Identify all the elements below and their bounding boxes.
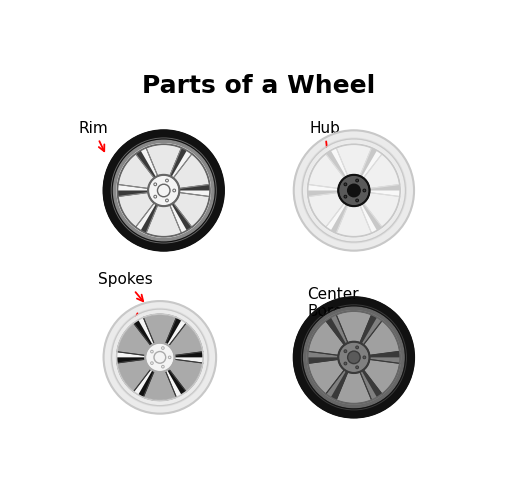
Wedge shape [138,369,157,399]
Wedge shape [308,154,345,188]
Wedge shape [336,204,372,237]
Circle shape [363,356,366,359]
Wedge shape [171,201,196,230]
Wedge shape [140,203,160,235]
Circle shape [338,175,370,206]
Wedge shape [177,178,210,191]
Circle shape [145,343,175,372]
Wedge shape [358,146,377,178]
Circle shape [344,183,347,186]
Wedge shape [163,316,181,346]
Wedge shape [363,154,400,188]
Circle shape [347,351,360,363]
Circle shape [294,131,414,250]
Circle shape [344,362,347,365]
Wedge shape [331,369,350,402]
Circle shape [356,199,359,202]
Circle shape [168,356,171,359]
Wedge shape [118,191,150,203]
Circle shape [162,347,164,349]
Circle shape [307,144,400,237]
Wedge shape [308,191,340,203]
Circle shape [356,346,359,349]
Circle shape [113,310,207,404]
Wedge shape [168,323,203,355]
Wedge shape [308,321,345,355]
Circle shape [148,175,179,206]
Circle shape [344,350,347,353]
Circle shape [307,310,400,404]
Circle shape [114,140,214,241]
Text: Parts of a Wheel: Parts of a Wheel [142,74,375,98]
Wedge shape [173,193,210,227]
Text: Center
Bore: Center Bore [308,287,359,345]
Circle shape [356,179,359,182]
Circle shape [162,365,164,368]
Text: Hub: Hub [309,121,340,176]
Circle shape [104,301,216,414]
Wedge shape [361,367,387,398]
Wedge shape [363,359,400,394]
Circle shape [166,199,168,202]
Wedge shape [308,193,345,227]
Wedge shape [167,146,187,178]
Circle shape [117,144,211,237]
Circle shape [104,131,224,250]
Wedge shape [321,150,347,180]
Circle shape [150,350,153,353]
Wedge shape [131,150,157,180]
Wedge shape [146,144,181,177]
Circle shape [150,362,153,364]
Circle shape [338,342,370,373]
Circle shape [112,138,216,243]
Circle shape [154,195,157,198]
Text: Rim: Rim [78,121,108,151]
Wedge shape [361,201,387,230]
Wedge shape [336,311,372,344]
Circle shape [363,189,366,192]
Wedge shape [143,314,176,345]
Wedge shape [321,318,347,347]
Wedge shape [173,346,203,357]
Circle shape [344,195,347,198]
Circle shape [154,351,166,363]
Wedge shape [308,359,345,394]
Wedge shape [117,357,147,368]
Wedge shape [117,359,152,392]
Wedge shape [368,345,400,357]
Wedge shape [173,154,210,188]
Wedge shape [368,178,400,191]
Circle shape [301,138,406,243]
Wedge shape [143,370,176,401]
Wedge shape [117,323,152,355]
Wedge shape [331,203,350,235]
Circle shape [116,313,204,401]
Wedge shape [146,204,181,237]
Circle shape [166,179,168,182]
Text: Spokes: Spokes [98,272,153,301]
Circle shape [356,366,359,369]
Wedge shape [167,367,190,395]
Circle shape [111,308,209,406]
Circle shape [154,183,157,186]
Circle shape [294,297,414,417]
Circle shape [304,140,404,241]
Wedge shape [358,312,377,345]
Circle shape [347,184,360,197]
Circle shape [301,305,406,410]
Circle shape [173,189,176,192]
Wedge shape [363,193,400,227]
Wedge shape [118,154,155,188]
Wedge shape [118,193,155,227]
Circle shape [158,184,170,197]
Wedge shape [308,357,340,369]
Wedge shape [363,321,400,355]
Wedge shape [336,144,372,177]
Wedge shape [336,371,372,404]
Wedge shape [129,320,154,348]
Circle shape [304,307,404,408]
Wedge shape [168,359,203,392]
